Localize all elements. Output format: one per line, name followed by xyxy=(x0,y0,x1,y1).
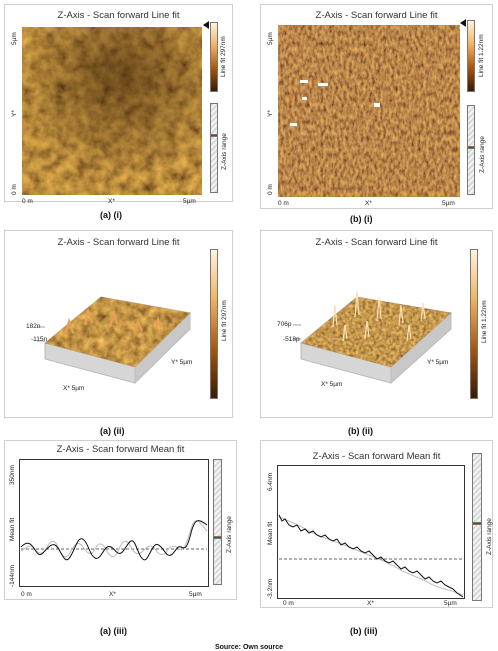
z-axis-range-label: Z-Axis range xyxy=(221,133,228,170)
x-axis-left-label: 0 m xyxy=(278,200,289,207)
x-axis-left-label: 0 m xyxy=(22,198,33,205)
x-axis-left-label: 0 m xyxy=(283,600,294,607)
panel-a-i: Z-Axis - Scan forward Line fit 5µm Y* 0 … xyxy=(4,4,233,205)
panel-title: Z-Axis - Scan forward Line fit xyxy=(315,10,438,21)
source-note: Source: Own source xyxy=(214,644,284,651)
afm-topography-image xyxy=(278,25,460,197)
panel-title: Z-Axis - Scan forward Line fit xyxy=(57,10,180,21)
y-axis-top-label: 5µm xyxy=(11,32,18,45)
y-axis-bottom-label: -3.2nm xyxy=(267,578,274,599)
caption-a-ii: (a) (ii) xyxy=(100,426,125,436)
x-axis-title: X* xyxy=(365,200,372,207)
z-axis-range-bar xyxy=(472,453,482,601)
z-axis-range-label: Z-Axis range xyxy=(486,518,493,555)
panel-title: Z-Axis - Scan forward Line fit xyxy=(315,237,438,248)
z-axis-range-label: Z-Axis range xyxy=(479,136,486,173)
x-axis-right-label: 5µm xyxy=(442,200,455,207)
caption-b-iii: (b) (iii) xyxy=(350,626,378,636)
afm-3d-surface xyxy=(293,290,453,385)
z-axis-range-bar xyxy=(467,105,475,195)
y-axis-bottom-label: 0 m xyxy=(267,184,274,195)
colorbar-label: Line fit 297nm xyxy=(220,36,227,77)
z-axis-range-label: Z-Axis range xyxy=(226,516,233,553)
panel-title: Z-Axis - Scan forward Line fit xyxy=(57,237,180,248)
caption-a-i: (a) (i) xyxy=(100,210,122,220)
y-axis-label: Y* 5µm xyxy=(427,359,449,366)
colorbar xyxy=(210,22,218,92)
y-axis-title: Y* xyxy=(267,110,274,117)
y-axis-top-label: 6.4nm xyxy=(267,472,274,491)
afm-3d-surface xyxy=(37,296,192,385)
colorbar-pointer-icon xyxy=(460,19,466,27)
panel-title: Z-Axis - Scan forward Mean fit xyxy=(312,451,441,462)
colorbar xyxy=(467,20,475,92)
line-profile-plot xyxy=(19,459,209,587)
panel-a-iii: Z-Axis - Scan forward Mean fit 350nm Mea… xyxy=(4,440,237,600)
colorbar-label: Line fit 1.22nm xyxy=(478,34,485,77)
y-axis-bottom-label: -144nm xyxy=(9,564,16,587)
y-axis-label: Y* 5µm xyxy=(171,359,193,366)
colorbar-label: Line fit 297nm xyxy=(221,300,228,341)
caption-a-iii: (a) (iii) xyxy=(100,626,127,636)
caption-b-i: (b) (i) xyxy=(350,214,373,224)
x-axis-label: X* 5µm xyxy=(63,385,85,392)
colorbar-label: Line fit 1.22nm xyxy=(481,300,488,343)
z-axis-range-bar xyxy=(210,103,218,193)
y-axis-bottom-label: 0 m xyxy=(11,184,18,195)
x-axis-title: X* xyxy=(367,600,374,607)
z-axis-range-bar xyxy=(213,459,222,585)
x-axis-right-label: 5µm xyxy=(444,600,457,607)
y-axis-top-label: 5µm xyxy=(267,32,274,45)
panel-b-i: Z-Axis - Scan forward Line fit 5µm Y* 0 … xyxy=(260,4,493,209)
z-axis-top-label: 182n xyxy=(26,323,41,330)
caption-b-ii: (b) (ii) xyxy=(348,426,373,436)
x-axis-title: X* xyxy=(109,591,116,598)
x-axis-label: X* 5µm xyxy=(321,381,343,388)
x-axis-right-label: 5µm xyxy=(183,198,196,205)
panel-b-iii: Z-Axis - Scan forward Mean fit 6.4nm Mea… xyxy=(260,440,493,608)
z-axis-top-label: 706p xyxy=(277,321,292,328)
z-axis-bottom-label: -518p xyxy=(283,336,300,343)
y-axis-title: Mean fit xyxy=(9,517,16,541)
panel-a-ii: Z-Axis - Scan forward Line fit 182n -115… xyxy=(4,230,233,418)
y-axis-top-label: 350nm xyxy=(9,465,16,485)
panel-b-ii: Z-Axis - Scan forward Line fit 706p -518… xyxy=(260,230,493,418)
colorbar-pointer-icon xyxy=(203,21,209,29)
y-axis-title: Mean fit xyxy=(267,521,274,545)
colorbar xyxy=(470,249,478,399)
colorbar xyxy=(210,249,218,399)
x-axis-right-label: 5µm xyxy=(189,591,202,598)
line-profile-plot xyxy=(277,465,465,599)
afm-topography-image xyxy=(22,27,202,195)
x-axis-title: X* xyxy=(108,198,115,205)
x-axis-left-label: 0 m xyxy=(21,591,32,598)
y-axis-title: Y* xyxy=(11,110,18,117)
panel-title: Z-Axis - Scan forward Mean fit xyxy=(56,444,185,455)
z-axis-bottom-label: -115n xyxy=(31,336,48,343)
